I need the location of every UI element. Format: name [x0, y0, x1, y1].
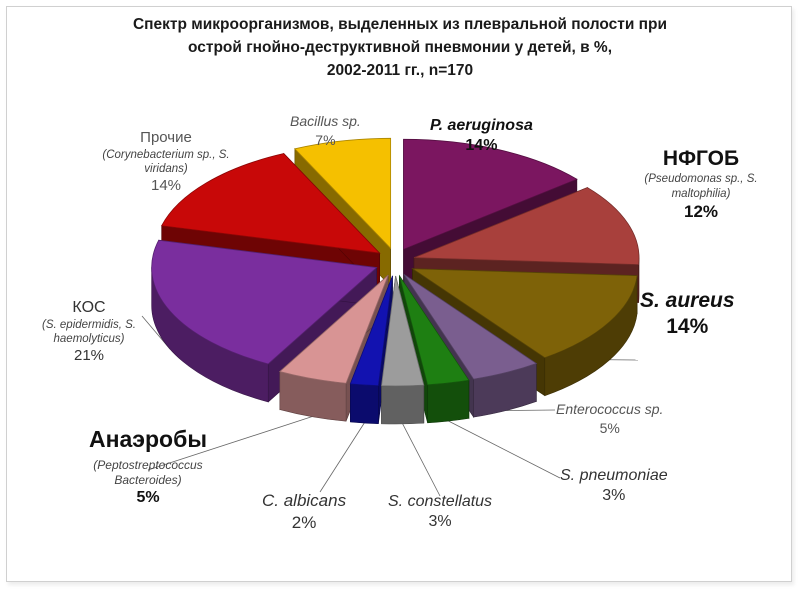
label-name: S. constellatus [388, 493, 493, 510]
label-value: 14% [465, 137, 498, 154]
label-sub: (Pseudomonas sp., S. maltophilia) [644, 173, 758, 200]
label-enterococcus: Enterococcus sp. 5% [556, 400, 663, 438]
slice-top [151, 239, 378, 365]
label-sub: (S. epidermidis, S. haemolyticus) [42, 319, 136, 346]
label-value: 14% [150, 176, 182, 194]
slice-side [427, 379, 470, 424]
label-sub: (Corynebacterium sp., S. viridans) [102, 149, 230, 176]
label-value: 7% [315, 132, 336, 148]
label-nfgob: НФГОБ (Pseudomonas sp., S. maltophilia) … [626, 146, 776, 222]
slice-top [411, 268, 638, 359]
label-value: 14% [666, 315, 709, 339]
slice-side [350, 383, 379, 424]
slice-s-constellatus [381, 275, 425, 425]
slice-top [413, 187, 640, 265]
label-bacillus: Bacillus sp. 7% [290, 112, 361, 150]
label-name: Прочие [140, 129, 192, 146]
label-s-pneumoniae: S. pneumoniae 3% [560, 466, 668, 506]
label-value: 3% [602, 487, 626, 504]
label-prochie: Прочие (Corynebacterium sp., S. viridans… [96, 128, 236, 196]
leader-c-albicans [319, 422, 365, 493]
slice-top [279, 274, 389, 384]
label-name: Bacillus sp. [290, 113, 361, 129]
label-value: 5% [136, 488, 160, 506]
slice-top [381, 275, 425, 387]
label-name: КОС [72, 299, 106, 316]
slice-top [349, 275, 393, 387]
label-value: 21% [73, 346, 105, 364]
leader-s-pneumoniae [448, 420, 561, 479]
label-name: S. pneumoniae [560, 467, 668, 484]
label-s-aureus: S. aureus 14% [640, 288, 735, 341]
slice-top [294, 137, 392, 250]
label-s-constellatus: S. constellatus 3% [388, 492, 492, 532]
label-name: S. aureus [640, 289, 735, 312]
label-value: 2% [291, 513, 317, 532]
label-name: P. aeruginosa [430, 117, 533, 134]
title-line-3: 2002-2011 гг., n=170 [326, 62, 474, 79]
slice-top [161, 153, 381, 254]
label-name: Анаэробы [89, 426, 207, 452]
slice-top [398, 275, 470, 386]
label-value: 12% [683, 202, 719, 221]
label-kos: КОС (S. epidermidis, S. haemolyticus) 21… [24, 298, 154, 366]
label-sub: (Peptostreptococcus Bacteroides) [93, 457, 203, 487]
title-line-1: Спектр микроорганизмов, выделенных из пл… [132, 16, 668, 33]
pie-slices [151, 137, 640, 425]
title-line-2: острой гнойно-деструктивной пневмонии у … [187, 39, 613, 56]
slice-анаэробы [279, 274, 389, 422]
label-name: C. albicans [262, 491, 347, 510]
leader-lines [141, 315, 639, 497]
label-anaerobes: Анаэробы (Peptostreptococcus Bacteroides… [68, 425, 228, 508]
chart-title: Спектр микроорганизмов, выделенных из пл… [0, 13, 800, 82]
leader-анаэробы [147, 416, 313, 471]
slice-top [403, 138, 578, 250]
label-name: Enterococcus sp. [556, 401, 664, 417]
label-p-aeruginosa: P. aeruginosa 14% [430, 116, 533, 156]
label-value: 3% [428, 513, 452, 530]
label-value: 5% [599, 420, 620, 436]
label-name: НФГОБ [662, 147, 740, 170]
slice-top [403, 274, 538, 380]
leader-s-constellatus [402, 423, 441, 497]
label-c-albicans: C. albicans 2% [262, 490, 346, 533]
slice-side [381, 384, 425, 425]
